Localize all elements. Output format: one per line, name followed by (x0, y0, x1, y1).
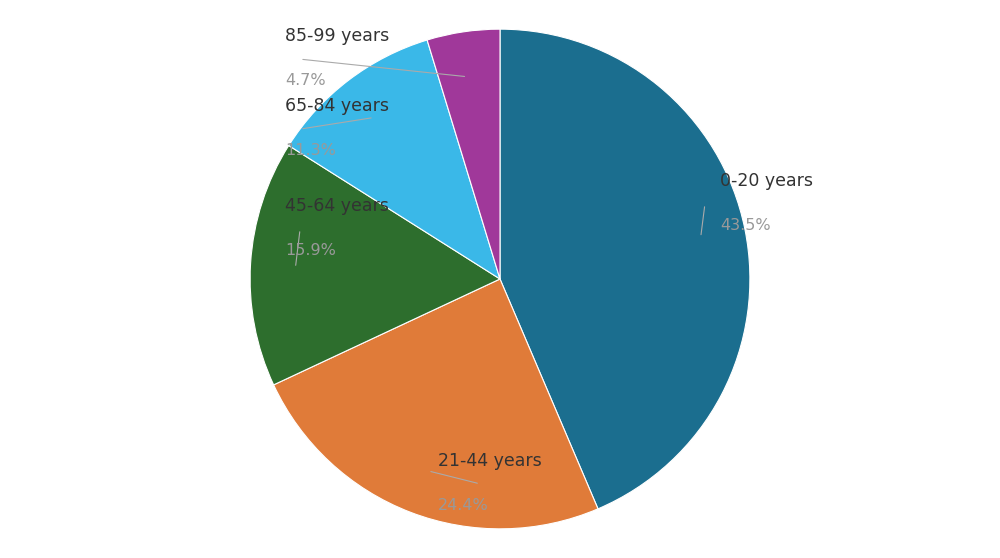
Wedge shape (427, 29, 500, 279)
Wedge shape (289, 40, 500, 279)
Text: 4.7%: 4.7% (285, 73, 326, 88)
Text: 85-99 years: 85-99 years (285, 27, 389, 45)
Wedge shape (274, 279, 598, 529)
Text: 45-64 years: 45-64 years (285, 198, 389, 215)
Text: 0-20 years: 0-20 years (720, 172, 813, 190)
Text: 11.3%: 11.3% (285, 143, 336, 158)
Text: 21-44 years: 21-44 years (438, 452, 541, 470)
Text: 15.9%: 15.9% (285, 243, 336, 258)
Text: 24.4%: 24.4% (438, 498, 488, 513)
Text: 43.5%: 43.5% (720, 218, 771, 233)
Wedge shape (500, 29, 750, 509)
Wedge shape (250, 146, 500, 385)
Text: 65-84 years: 65-84 years (285, 97, 389, 116)
